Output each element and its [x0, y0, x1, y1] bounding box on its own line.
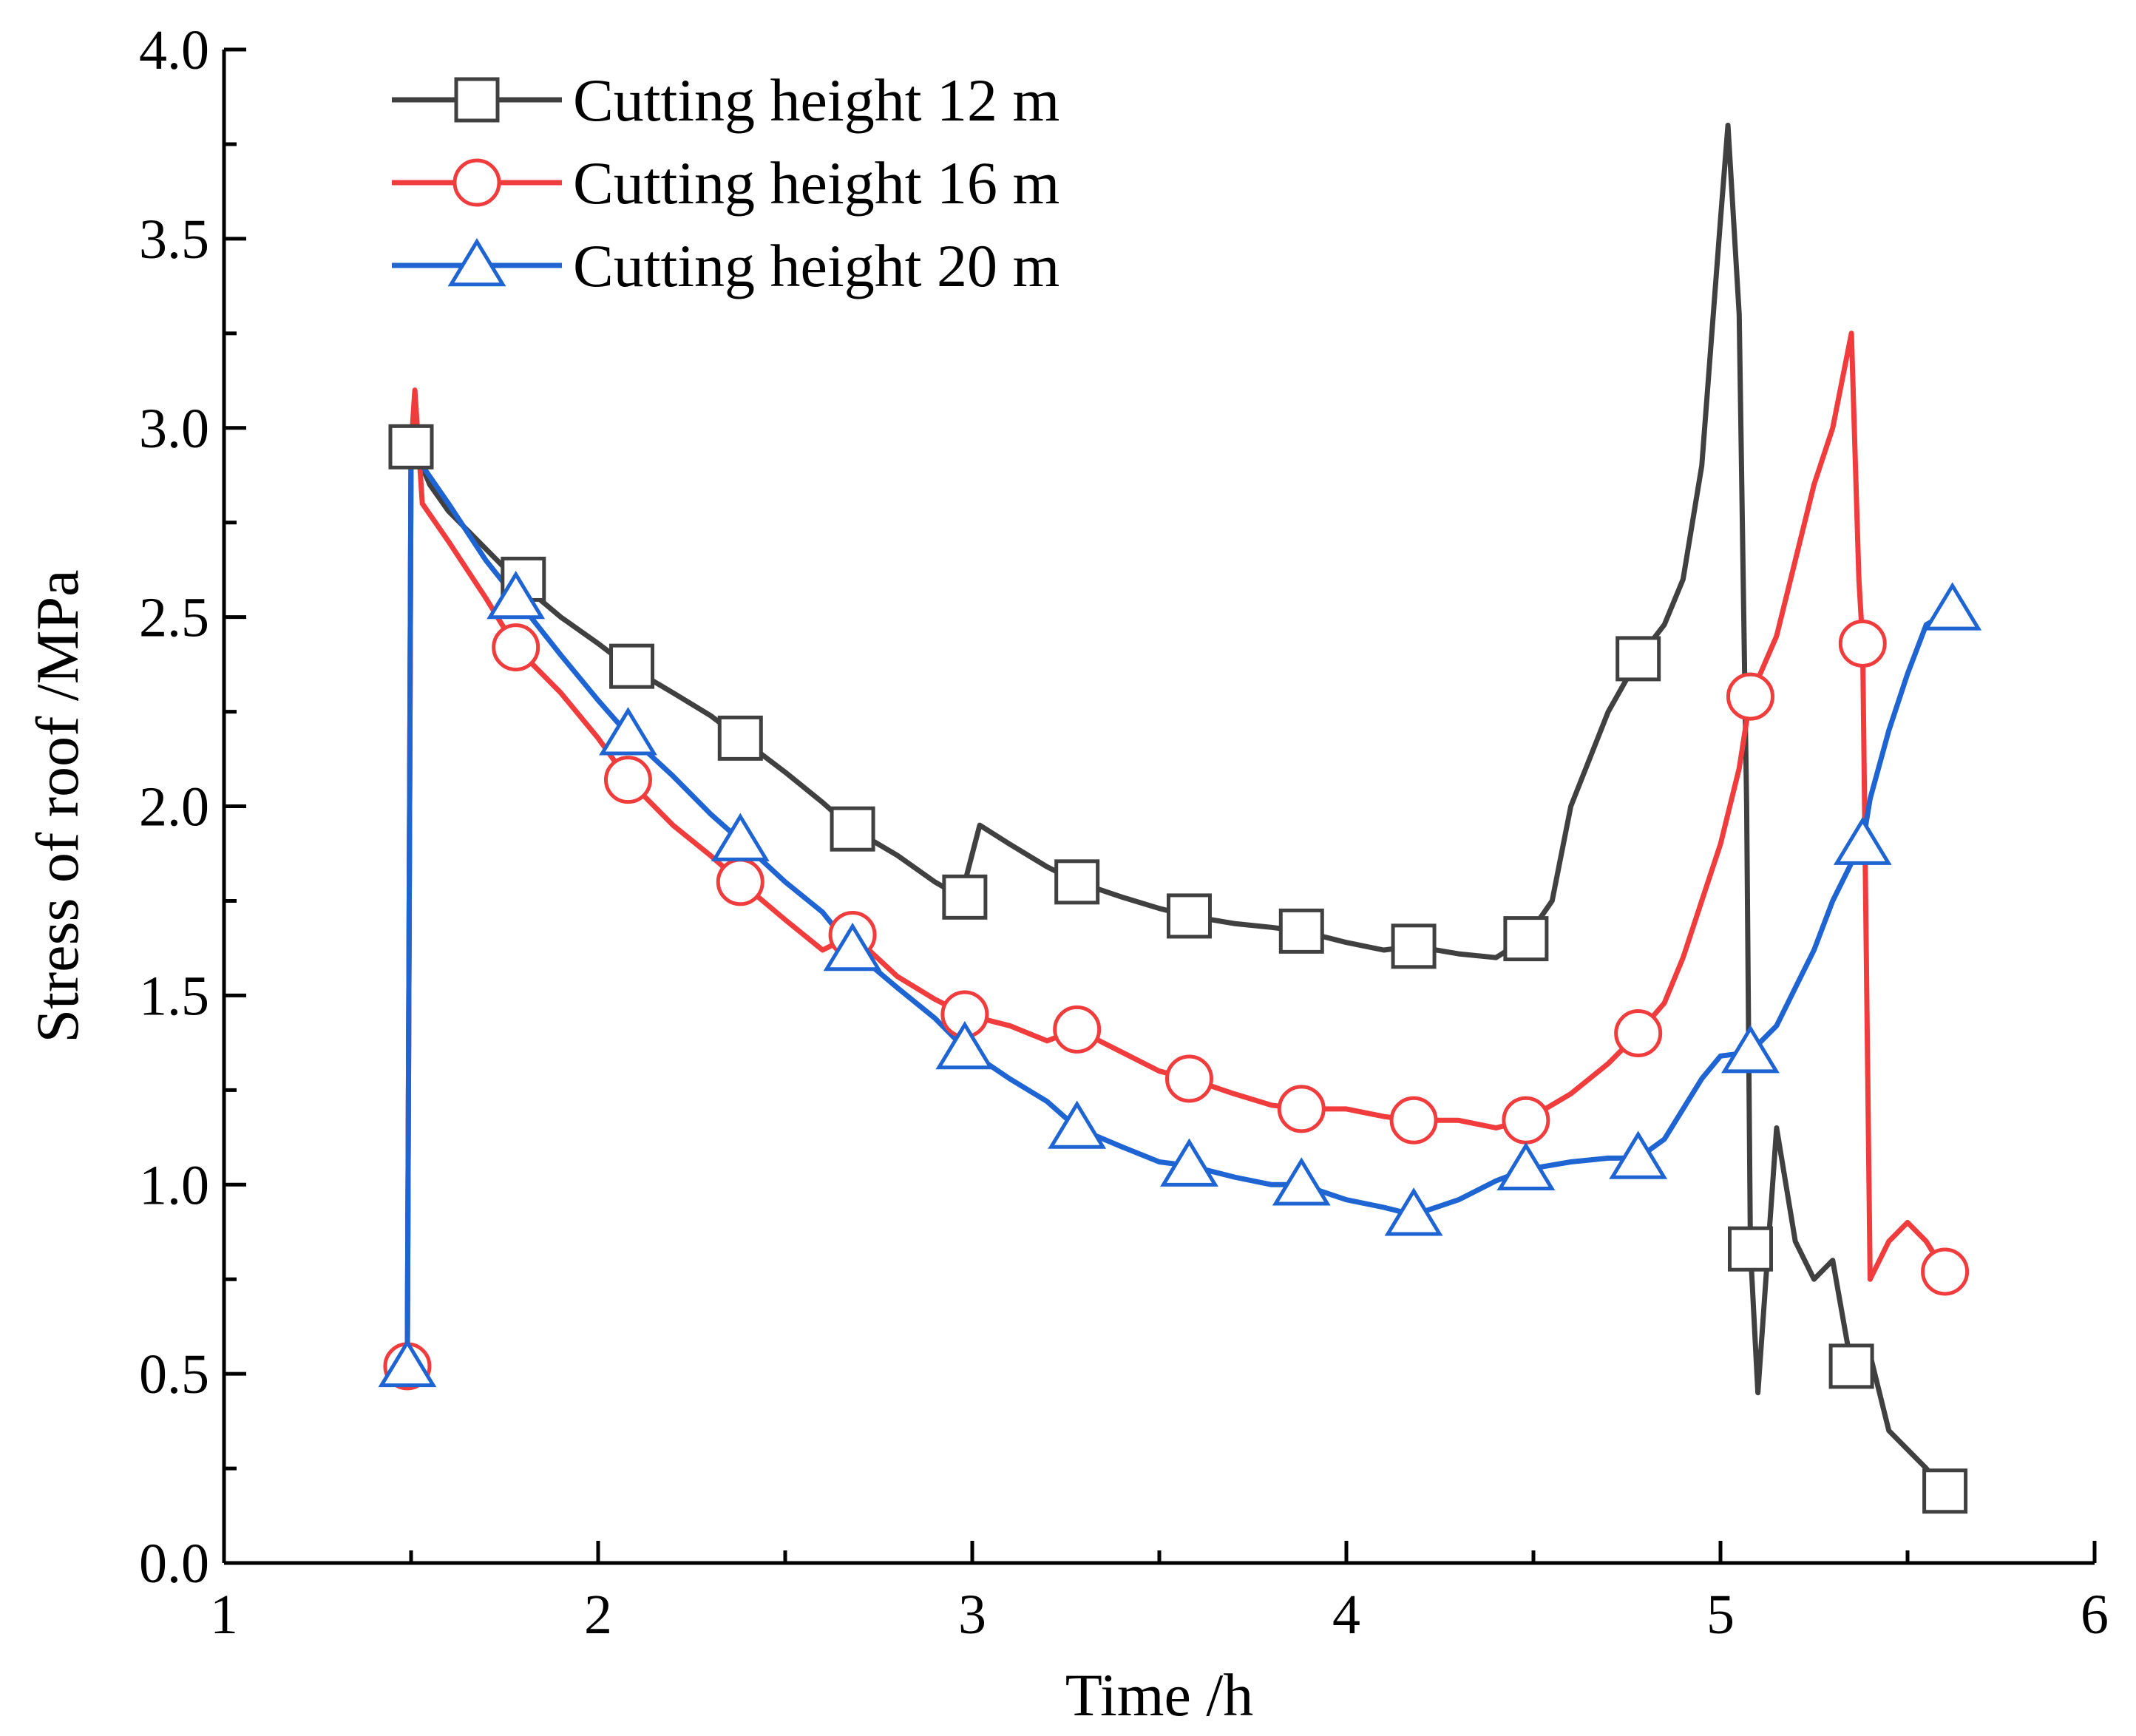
legend-marker	[447, 237, 506, 287]
data-point-series-1	[1054, 859, 1100, 905]
legend-label: Cutting height 12 m	[573, 67, 1059, 134]
legend-marker	[454, 77, 500, 123]
data-point-series-3	[823, 922, 882, 972]
data-point-series-3	[1496, 1142, 1556, 1191]
data-point-series-2	[1277, 1085, 1326, 1133]
y-tick-label: 3.0	[139, 398, 209, 460]
x-tick-label: 1	[210, 1584, 238, 1646]
x-tick-label: 4	[1332, 1584, 1360, 1646]
legend-label: Cutting height 16 m	[573, 149, 1059, 217]
data-point-series-2	[603, 756, 652, 804]
y-tick-label: 4.0	[139, 19, 209, 81]
y-tick-label: 0.0	[139, 1533, 209, 1595]
x-tick-label: 3	[958, 1584, 986, 1646]
x-tick-label: 2	[584, 1584, 612, 1646]
y-tick-label: 1.5	[139, 965, 209, 1027]
data-point-series-2	[1614, 1009, 1663, 1058]
data-point-series-1	[717, 715, 763, 761]
data-point-series-3	[711, 813, 770, 861]
x-tick-label: 6	[2081, 1584, 2109, 1646]
data-point-series-1	[609, 643, 655, 689]
data-point-series-2	[1838, 619, 1887, 668]
series-line-3	[404, 433, 1956, 1369]
y-tick-label: 0.5	[139, 1343, 209, 1406]
data-point-series-2	[1921, 1247, 1970, 1296]
data-point-series-3	[1833, 816, 1892, 865]
x-axis-title: Time /h	[1065, 1661, 1253, 1729]
series-layer	[404, 122, 1956, 1494]
data-point-series-3	[1272, 1157, 1331, 1206]
data-point-series-2	[1502, 1096, 1550, 1145]
y-tick-label: 1.0	[139, 1154, 209, 1216]
legend-item-3: Cutting height 20 m	[392, 232, 1059, 299]
data-point-series-1	[1727, 1226, 1773, 1272]
major-ticks	[222, 47, 2097, 1565]
data-point-series-2	[1053, 1005, 1102, 1054]
data-point-series-3	[1384, 1187, 1443, 1236]
data-point-series-2	[1389, 1096, 1438, 1145]
tick-labels: 1 2 3 4 5 6 0.0 0.5 1.0 1.5 2.0 2.5 3.0 3.5 4.0	[139, 19, 2109, 1646]
x-tick-label: 5	[1706, 1584, 1735, 1646]
data-point-series-1	[1922, 1468, 1968, 1514]
data-point-series-1	[830, 806, 875, 852]
data-point-series-3	[1048, 1100, 1107, 1149]
legend: Cutting height 12 m Cutting height 16 m Cu…	[392, 67, 1059, 299]
data-point-series-1	[1503, 916, 1549, 962]
legend-item-1: Cutting height 12 m	[392, 67, 1059, 134]
data-point-series-3	[486, 571, 546, 620]
data-point-series-3	[1160, 1138, 1218, 1187]
data-point-series-3	[935, 1020, 994, 1070]
data-point-series-1	[388, 424, 434, 469]
data-point-series-3	[1923, 582, 1982, 631]
legend-marker	[452, 158, 501, 207]
data-point-series-1	[1391, 923, 1437, 969]
data-point-series-1	[1828, 1343, 1874, 1389]
series-line-1	[404, 122, 1948, 1494]
data-point-series-3	[1609, 1130, 1668, 1179]
data-point-series-2	[1164, 1054, 1213, 1103]
y-axis-title: Stress of roof /MPa	[24, 569, 91, 1042]
data-point-series-1	[942, 874, 988, 920]
y-tick-label: 2.5	[139, 587, 209, 649]
data-point-series-2	[492, 623, 540, 672]
data-point-series-2	[1726, 672, 1774, 721]
data-point-series-3	[1721, 1025, 1780, 1074]
y-tick-label: 3.5	[139, 208, 209, 271]
data-point-series-3	[378, 1338, 437, 1388]
legend-label: Cutting height 20 m	[573, 232, 1059, 299]
data-point-series-1	[1278, 908, 1324, 954]
legend-item-2: Cutting height 16 m	[392, 149, 1059, 217]
y-tick-label: 2.0	[139, 776, 209, 838]
data-point-series-2	[716, 858, 764, 906]
minor-ticks	[224, 142, 1910, 1563]
data-point-series-1	[1615, 636, 1661, 682]
series-line-2	[404, 330, 1948, 1369]
data-point-series-3	[599, 707, 657, 756]
axes-frame	[222, 50, 2095, 1565]
data-point-series-1	[1166, 893, 1212, 939]
markers-layer	[378, 424, 1982, 1514]
